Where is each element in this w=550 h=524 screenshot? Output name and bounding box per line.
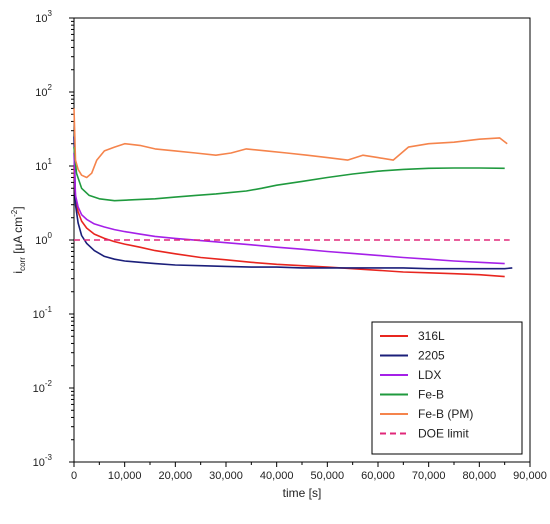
y-tick-label: 10-3	[33, 453, 53, 469]
series-line-2	[73, 152, 505, 265]
y-tick-label: 102	[35, 83, 52, 99]
x-tick-label: 70,000	[412, 470, 446, 482]
x-tick-label: 0	[71, 470, 77, 482]
legend: 316L 2205 LDX Fe-B Fe-B (PM) DOE limit	[371, 321, 523, 455]
legend-label: 316L	[418, 329, 445, 343]
series-line-0	[73, 165, 505, 278]
y-tick-label: 10-1	[33, 305, 53, 321]
y-tick-label: 10-2	[33, 379, 53, 395]
x-tick-label: 20,000	[159, 470, 193, 482]
x-tick-label: 80,000	[463, 470, 497, 482]
x-tick-label: 60,000	[361, 470, 395, 482]
x-tick-label: 40,000	[260, 470, 294, 482]
y-axis-label: icorr [μA cm-2]	[10, 206, 27, 273]
legend-label: DOE limit	[418, 427, 469, 441]
x-axis-label: time [s]	[283, 486, 322, 500]
series-line-4	[73, 108, 508, 179]
legend-label: 2205	[418, 349, 445, 363]
x-tick-label: 30,000	[209, 470, 243, 482]
y-tick-label: 100	[35, 231, 52, 247]
y-tick-label: 103	[35, 9, 52, 25]
legend-box	[371, 321, 523, 455]
series-layer	[73, 108, 513, 278]
y-tick-label: 101	[35, 157, 52, 173]
legend-label: Fe-B	[418, 388, 444, 402]
x-tick-label: 50,000	[311, 470, 345, 482]
series-line-1	[73, 136, 513, 270]
x-tick-label: 90,000	[513, 470, 547, 482]
axes: 0 10,000 20,000 30,000 40,000 50,000 60,000 70,…	[10, 9, 547, 500]
x-tick-label: 10,000	[108, 470, 142, 482]
legend-label: Fe-B (PM)	[418, 407, 473, 421]
series-line-3	[73, 147, 505, 202]
legend-label: LDX	[418, 368, 441, 382]
